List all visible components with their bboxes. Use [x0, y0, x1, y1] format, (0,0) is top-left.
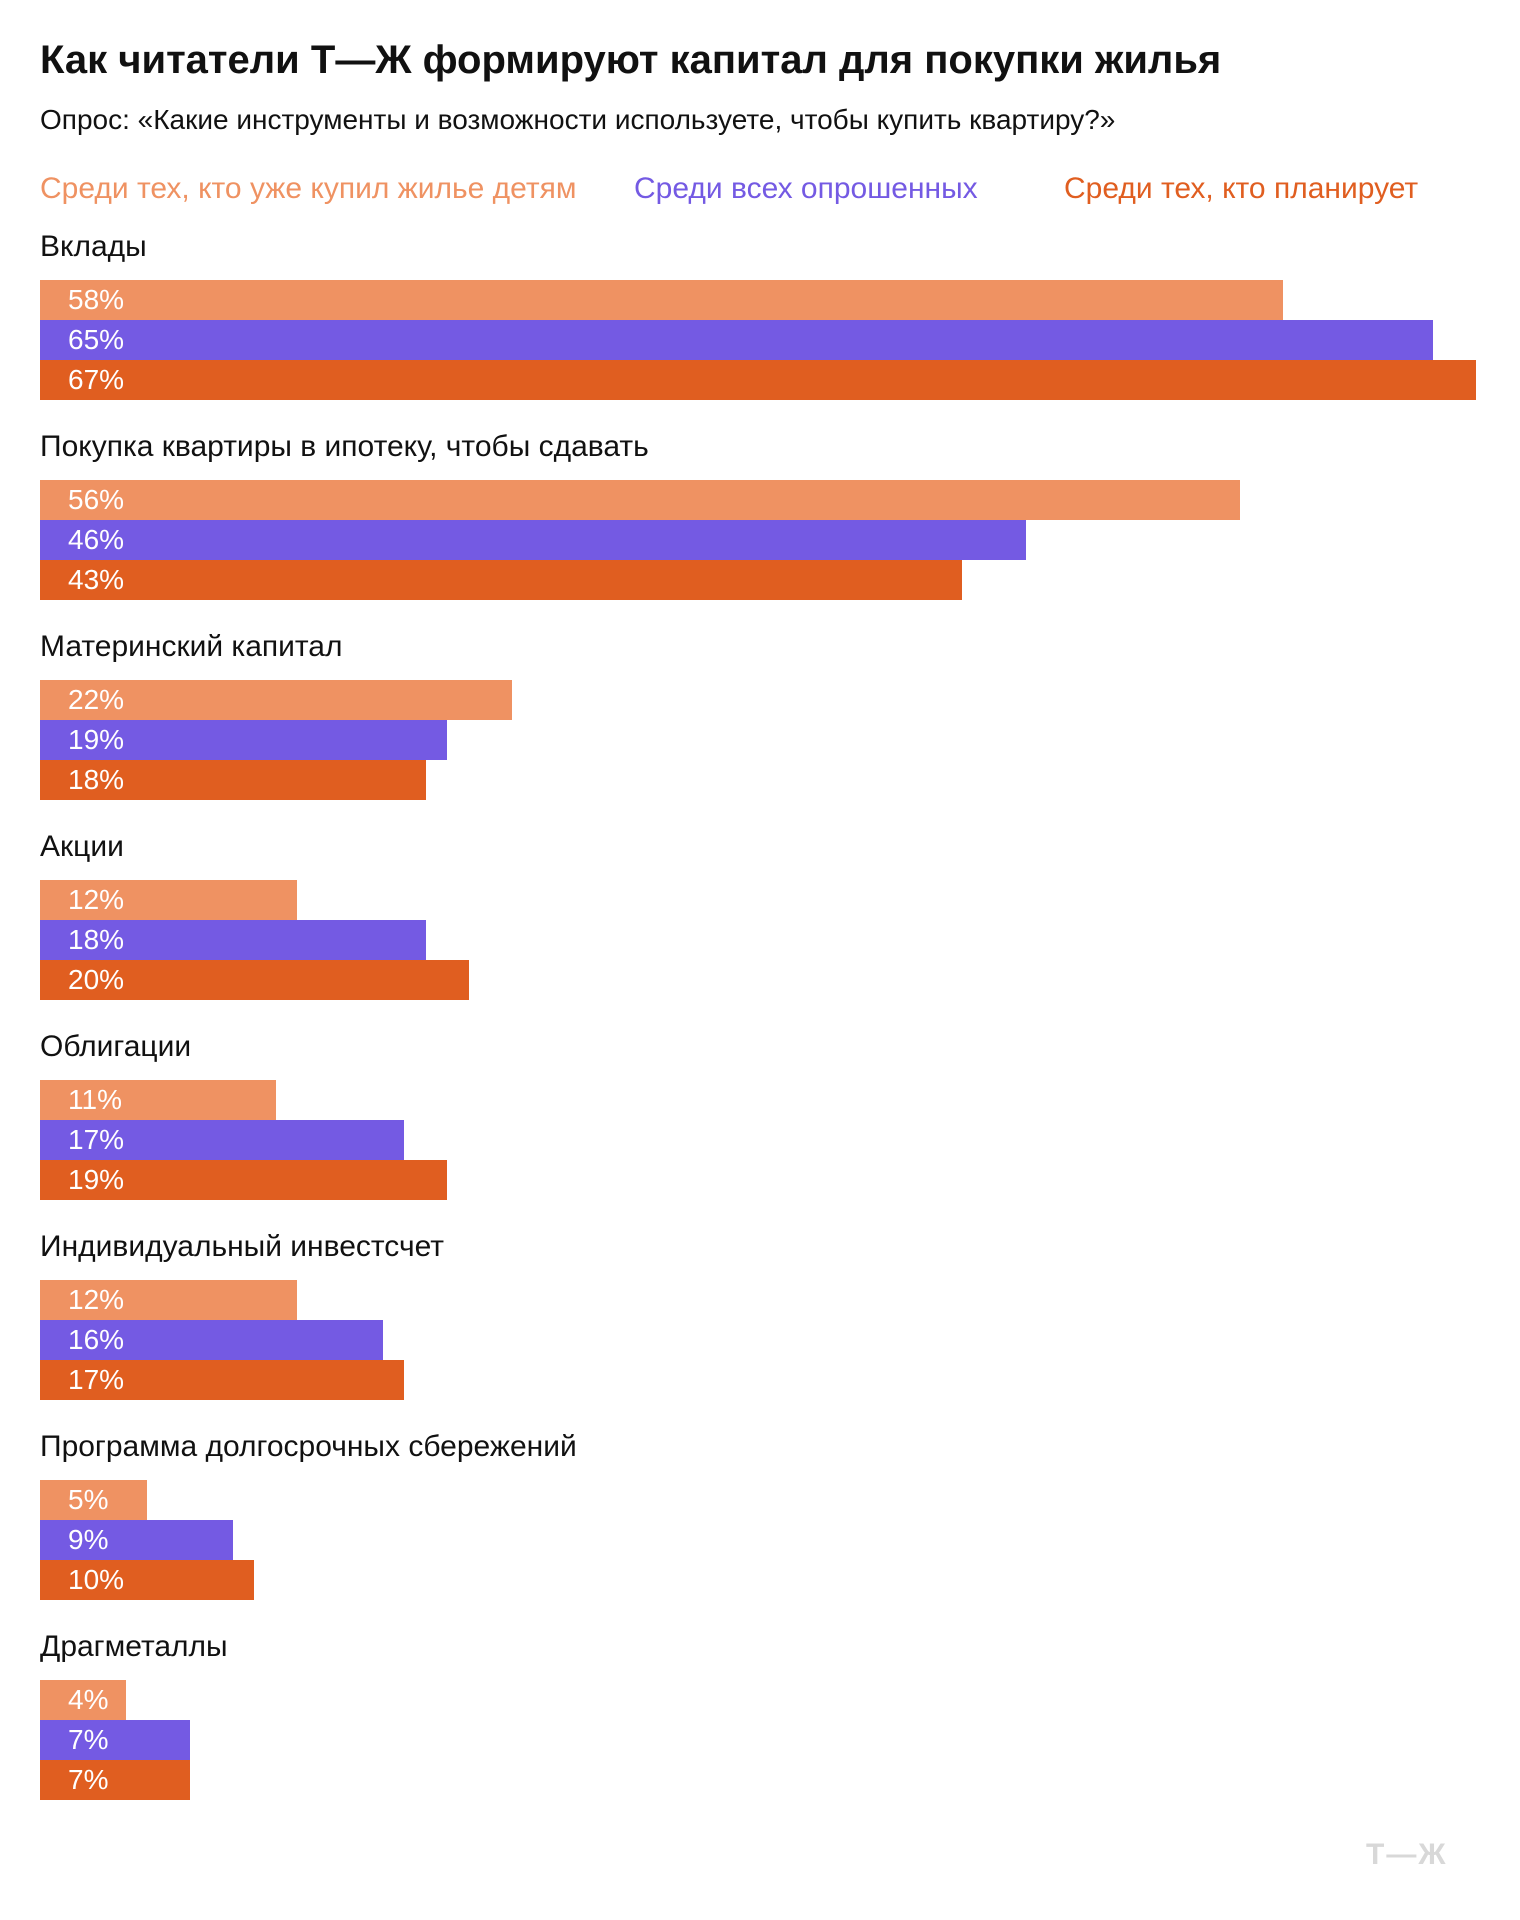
bar-bought: 22% — [40, 680, 512, 720]
legend-item-planning: Среди тех, кто планирует — [1064, 172, 1419, 205]
bar-all: 65% — [40, 320, 1434, 360]
category-label: Облигации — [40, 1030, 192, 1063]
bar-planning: 18% — [40, 760, 426, 800]
bar-bought: 12% — [40, 1280, 298, 1320]
bar-value-label: 18% — [68, 924, 125, 955]
category-label: Индивидуальный инвестсчет — [40, 1230, 445, 1263]
category-label: Вклады — [40, 230, 147, 263]
bar-value-label: 19% — [68, 1164, 125, 1195]
bar-value-label: 10% — [68, 1564, 125, 1595]
bar-planning: 43% — [40, 560, 962, 600]
bar-value-label: 20% — [68, 964, 125, 995]
bar-all: 46% — [40, 520, 1026, 560]
bar-planning: 17% — [40, 1360, 405, 1400]
bar-all: 19% — [40, 720, 448, 760]
bar-all: 18% — [40, 920, 426, 960]
bar-all: 7% — [40, 1720, 191, 1760]
bar-value-label: 56% — [68, 484, 125, 515]
chart-title: Как читатели Т—Ж формируют капитал для п… — [40, 38, 1222, 82]
bar-value-label: 11% — [68, 1084, 122, 1115]
bar-value-label: 17% — [68, 1124, 125, 1155]
bar-all: 16% — [40, 1320, 383, 1360]
bar-value-label: 67% — [68, 364, 125, 395]
chart-subtitle: Опрос: «Какие инструменты и возможности … — [40, 104, 1116, 135]
bar-value-label: 46% — [68, 524, 125, 555]
bar-bought: 4% — [40, 1680, 126, 1720]
category-label: Акции — [40, 830, 124, 863]
category-label: Драгметаллы — [40, 1630, 228, 1663]
bar-bought: 5% — [40, 1480, 148, 1520]
bar-all: 9% — [40, 1520, 233, 1560]
bar-bought: 12% — [40, 880, 298, 920]
bar-value-label: 7% — [68, 1724, 109, 1755]
bar-planning: 10% — [40, 1560, 255, 1600]
bar-value-label: 18% — [68, 764, 125, 795]
bar-value-label: 16% — [68, 1324, 125, 1355]
bar-value-label: 5% — [68, 1484, 109, 1515]
bar-planning: 19% — [40, 1160, 448, 1200]
bar-planning: 67% — [40, 360, 1476, 400]
tzh-logo: Т—Ж — [1366, 1838, 1448, 1871]
bar-planning: 20% — [40, 960, 469, 1000]
bar-bought: 56% — [40, 480, 1241, 520]
bar-value-label: 9% — [68, 1524, 109, 1555]
category-label: Материнский капитал — [40, 630, 343, 663]
category-label: Программа долгосрочных сбережений — [40, 1430, 577, 1463]
bar-value-label: 58% — [68, 284, 125, 315]
bar-value-label: 22% — [68, 684, 125, 715]
bar-bought: 11% — [40, 1080, 276, 1120]
legend-item-bought: Среди тех, кто уже купил жилье детям — [40, 172, 577, 205]
category-label: Покупка квартиры в ипотеку, чтобы сдават… — [40, 430, 649, 463]
bar-value-label: 12% — [68, 884, 125, 915]
bar-value-label: 7% — [68, 1764, 109, 1795]
bar-value-label: 19% — [68, 724, 125, 755]
bar-bought: 58% — [40, 280, 1284, 320]
bar-value-label: 4% — [68, 1684, 109, 1715]
bar-value-label: 43% — [68, 564, 125, 595]
bar-value-label: 17% — [68, 1364, 125, 1395]
legend-item-all: Среди всех опрошенных — [634, 172, 978, 205]
bar-value-label: 12% — [68, 1284, 125, 1315]
bar-all: 17% — [40, 1120, 405, 1160]
bar-value-label: 65% — [68, 324, 125, 355]
bar-planning: 7% — [40, 1760, 191, 1800]
